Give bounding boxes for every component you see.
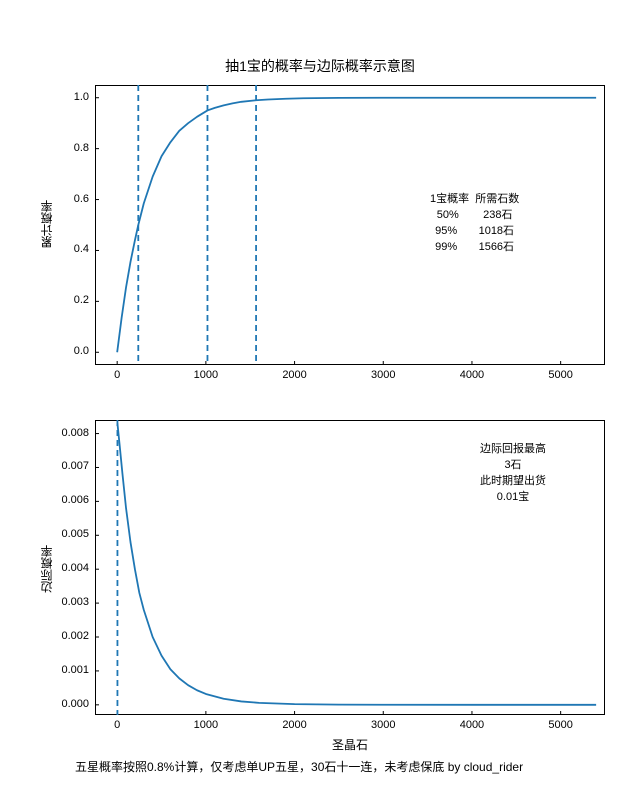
ytick-label: 0.001 [61, 664, 89, 676]
ytick-label: 0.002 [61, 630, 89, 642]
ytick-label: 0.005 [61, 528, 89, 540]
top-chart [95, 85, 605, 365]
xtick-label: 0 [102, 719, 132, 731]
ytick-label: 1.0 [74, 91, 89, 103]
chart-title: 抽1宝的概率与边际概率示意图 [0, 56, 640, 76]
xtick-label: 4000 [457, 719, 487, 731]
ytick-label: 0.000 [61, 698, 89, 710]
top-annotation: 1宝概率 所需石数 50% 238石 95% 1018石 99% 1566石 [430, 190, 519, 254]
ytick-label: 0.007 [61, 460, 89, 472]
xtick-label: 3000 [368, 719, 398, 731]
ytick-label: 0.004 [61, 562, 89, 574]
ytick-label: 0.0 [74, 345, 89, 357]
bottom-annotation: 边际回报最高 3石 此时期望出货 0.01宝 [480, 440, 546, 504]
xtick-label: 1000 [191, 719, 221, 731]
xtick-label: 3000 [368, 369, 398, 381]
ytick-label: 0.6 [74, 193, 89, 205]
xtick-label: 5000 [546, 719, 576, 731]
footer-text: 五星概率按照0.8%计算，仅考虑单UP五星，30石十一连，未考虑保底 by cl… [75, 758, 523, 775]
xtick-label: 1000 [191, 369, 221, 381]
xtick-label: 4000 [457, 369, 487, 381]
ytick-label: 0.4 [74, 243, 89, 255]
xtick-label: 5000 [546, 369, 576, 381]
top-ylabel: 累计概率 [38, 200, 55, 248]
xtick-label: 2000 [280, 369, 310, 381]
bottom-xlabel: 圣晶石 [0, 736, 640, 753]
ytick-label: 0.008 [61, 427, 89, 439]
ytick-label: 0.006 [61, 494, 89, 506]
xtick-label: 0 [102, 369, 132, 381]
ytick-label: 0.003 [61, 596, 89, 608]
ytick-label: 0.2 [74, 294, 89, 306]
bottom-ylabel: 边际概率 [38, 545, 55, 593]
ytick-label: 0.8 [74, 142, 89, 154]
xtick-label: 2000 [280, 719, 310, 731]
